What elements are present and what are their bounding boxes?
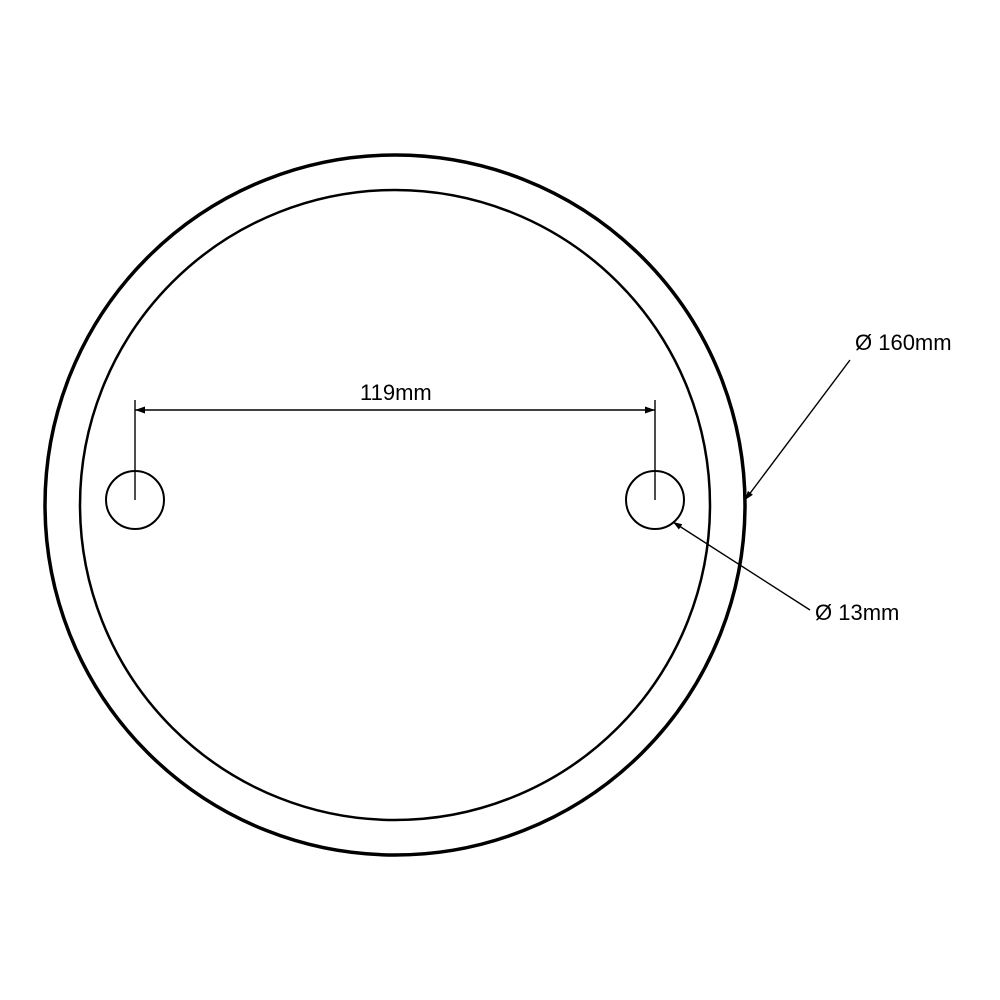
leader-hole-dia-label: Ø 13mm bbox=[815, 600, 899, 625]
inner-circle bbox=[80, 190, 710, 820]
dim-hole-spacing-label: 119mm bbox=[360, 380, 432, 405]
outer-circle bbox=[45, 155, 745, 855]
leader-hole-dia: Ø 13mm bbox=[673, 522, 899, 625]
dim-hole-spacing: 119mm bbox=[135, 380, 655, 500]
technical-drawing: 119mm Ø 160mm Ø 13mm bbox=[0, 0, 1000, 1000]
leader-outer-dia-label: Ø 160mm bbox=[855, 330, 952, 355]
leader-outer-dia: Ø 160mm bbox=[745, 330, 952, 500]
